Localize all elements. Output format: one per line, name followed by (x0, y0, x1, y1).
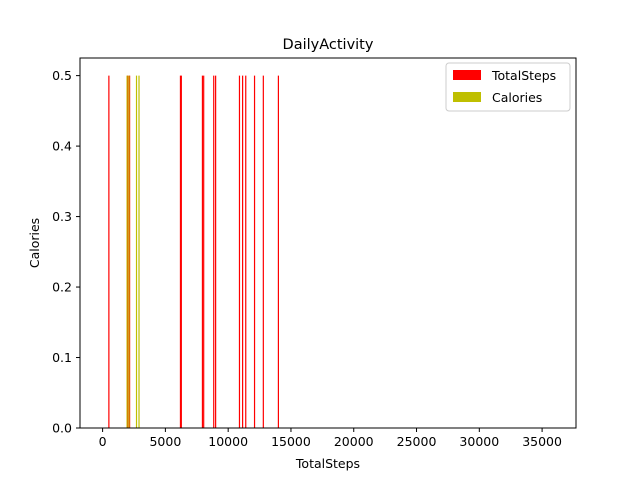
legend-label-calories: Calories (492, 90, 542, 105)
y-tick-label: 0.2 (52, 280, 72, 295)
bar-totalsteps (215, 75, 217, 429)
y-tick-label: 0.0 (52, 421, 72, 436)
x-tick-label: 15000 (271, 434, 311, 449)
bar-calories (138, 75, 140, 429)
y-tick-label: 0.1 (52, 350, 72, 365)
x-tick-label: 25000 (397, 434, 437, 449)
legend: TotalSteps Calories (445, 62, 571, 112)
legend-swatch-calories (453, 92, 481, 102)
bar-calories (126, 75, 128, 429)
bar-totalsteps (242, 75, 244, 429)
bar-totalsteps (108, 75, 110, 429)
bar-calories (135, 75, 138, 429)
bar-totalsteps (127, 75, 129, 429)
bars-group (108, 75, 279, 429)
y-tick-label: 0.5 (52, 68, 72, 83)
x-tick-label: 35000 (522, 434, 562, 449)
bar-totalsteps (253, 75, 256, 429)
legend-swatch-totalsteps (453, 70, 481, 80)
y-tick-label: 0.4 (52, 139, 72, 154)
plot-frame (79, 57, 577, 429)
x-tick-label: 30000 (459, 434, 499, 449)
bar-totalsteps (238, 75, 241, 429)
y-axis-label: Calories (27, 218, 42, 268)
x-tick-label: 0 (99, 434, 107, 449)
bar-totalsteps (203, 75, 205, 429)
y-ticks-group: 0.0 0.1 0.2 0.3 0.4 0.5 (52, 68, 80, 436)
x-axis-label: TotalSteps (295, 456, 360, 471)
x-tick-label: 10000 (208, 434, 248, 449)
y-tick-label: 0.3 (52, 209, 72, 224)
bar-calories (128, 75, 130, 429)
bar-totalsteps (262, 75, 264, 429)
x-tick-label: 20000 (334, 434, 374, 449)
bar-totalsteps (129, 75, 131, 429)
bar-totalsteps (277, 75, 279, 429)
x-tick-label: 5000 (149, 434, 181, 449)
bar-totalsteps (213, 75, 215, 429)
bar-totalsteps (201, 75, 204, 429)
bar-totalsteps (245, 75, 247, 429)
chart-title: DailyActivity (283, 37, 374, 53)
bar-totalsteps (179, 75, 182, 429)
bar-totalsteps (180, 75, 182, 429)
x-ticks-group: 0 5000 10000 15000 20000 25000 30000 35000 (99, 428, 562, 449)
legend-label-totalsteps: TotalSteps (491, 68, 556, 83)
